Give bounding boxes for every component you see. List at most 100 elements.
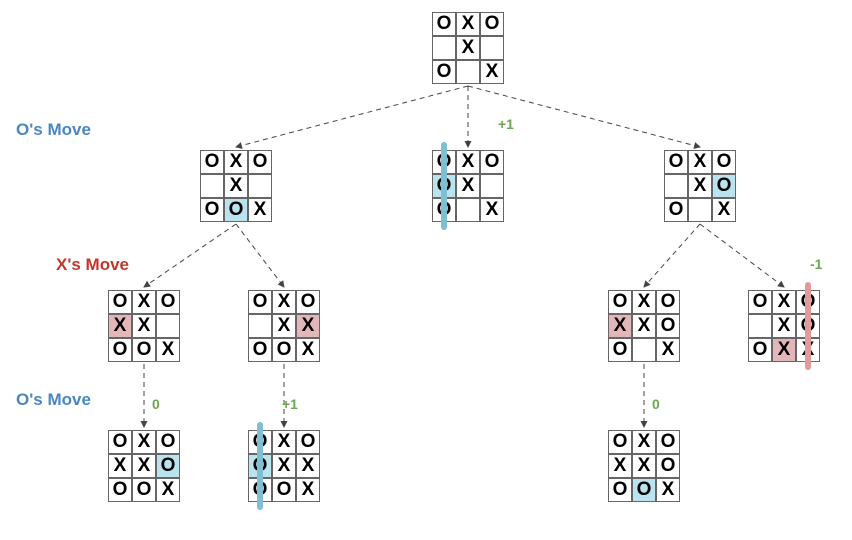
cell: X xyxy=(272,314,296,338)
cell: O xyxy=(608,338,632,362)
cell: X xyxy=(272,454,296,478)
cell: O xyxy=(156,454,180,478)
cell: X xyxy=(272,290,296,314)
cell: X xyxy=(456,150,480,174)
cell: X xyxy=(456,12,480,36)
cell: X xyxy=(224,150,248,174)
cell: O xyxy=(656,314,680,338)
cell: O xyxy=(224,198,248,222)
cell: O xyxy=(748,338,772,362)
cell xyxy=(456,198,480,222)
cell: X xyxy=(608,314,632,338)
cell: O xyxy=(712,150,736,174)
board-L1a: OXOXOOX xyxy=(200,150,272,222)
cell: X xyxy=(248,198,272,222)
cell: X xyxy=(712,198,736,222)
cell: O xyxy=(200,150,224,174)
win-line xyxy=(441,142,447,230)
cell: X xyxy=(296,454,320,478)
cell: X xyxy=(772,290,796,314)
cell: X xyxy=(632,430,656,454)
win-line xyxy=(805,282,811,370)
cell xyxy=(632,338,656,362)
level-label: X's Move xyxy=(56,255,129,275)
cell: O xyxy=(248,150,272,174)
cell xyxy=(156,314,180,338)
cell xyxy=(480,174,504,198)
cell: O xyxy=(608,430,632,454)
cell: X xyxy=(772,314,796,338)
cell xyxy=(688,198,712,222)
cell: X xyxy=(688,174,712,198)
cell: X xyxy=(156,478,180,502)
board-L2a2: OXOXXOOX xyxy=(248,290,320,362)
cell: O xyxy=(656,430,680,454)
level-label: O's Move xyxy=(16,120,91,140)
cell: O xyxy=(132,338,156,362)
cell: X xyxy=(632,314,656,338)
cell: O xyxy=(608,290,632,314)
cell: X xyxy=(132,290,156,314)
cell: X xyxy=(132,314,156,338)
cell: X xyxy=(224,174,248,198)
cell: X xyxy=(772,338,796,362)
cell: X xyxy=(632,454,656,478)
cell: O xyxy=(480,12,504,36)
cell: X xyxy=(608,454,632,478)
cell: O xyxy=(248,290,272,314)
score-label: 0 xyxy=(652,396,660,412)
cell: O xyxy=(200,198,224,222)
cell xyxy=(248,314,272,338)
cell xyxy=(480,36,504,60)
cell: X xyxy=(132,454,156,478)
cell: X xyxy=(296,314,320,338)
score-label: -1 xyxy=(810,256,822,272)
cell: O xyxy=(656,454,680,478)
cell: O xyxy=(108,430,132,454)
cell: O xyxy=(656,290,680,314)
cell: X xyxy=(456,36,480,60)
board-L2a1: OXOXXOOX xyxy=(108,290,180,362)
cell: O xyxy=(712,174,736,198)
board-L3c1: OXOXXOOOX xyxy=(608,430,680,502)
board-L3a1: OXOXXOOOX xyxy=(108,430,180,502)
cell: O xyxy=(632,478,656,502)
cell: O xyxy=(248,338,272,362)
cell xyxy=(748,314,772,338)
cell: O xyxy=(272,338,296,362)
cell xyxy=(664,174,688,198)
cell: X xyxy=(456,174,480,198)
cell: O xyxy=(108,290,132,314)
win-line xyxy=(257,422,263,510)
score-label: +1 xyxy=(498,116,514,132)
cell: O xyxy=(296,290,320,314)
cell xyxy=(248,174,272,198)
cell: O xyxy=(664,150,688,174)
board-L2c1: OXOXXOOX xyxy=(608,290,680,362)
cell: X xyxy=(272,430,296,454)
cell: X xyxy=(480,198,504,222)
cell: X xyxy=(108,314,132,338)
cell: X xyxy=(656,338,680,362)
cell: X xyxy=(132,430,156,454)
cell: O xyxy=(272,478,296,502)
cell: O xyxy=(108,478,132,502)
cell: X xyxy=(108,454,132,478)
cell: O xyxy=(156,430,180,454)
cell: O xyxy=(156,290,180,314)
cell: X xyxy=(688,150,712,174)
cell: O xyxy=(664,198,688,222)
cell xyxy=(432,36,456,60)
cell: X xyxy=(296,338,320,362)
cell: O xyxy=(132,478,156,502)
cell: O xyxy=(108,338,132,362)
cell xyxy=(456,60,480,84)
cell: X xyxy=(296,478,320,502)
board-root: OXOXOX xyxy=(432,12,504,84)
cell: O xyxy=(296,430,320,454)
level-label: O's Move xyxy=(16,390,91,410)
cell: X xyxy=(632,290,656,314)
cell: X xyxy=(480,60,504,84)
cell: O xyxy=(480,150,504,174)
cell: O xyxy=(608,478,632,502)
